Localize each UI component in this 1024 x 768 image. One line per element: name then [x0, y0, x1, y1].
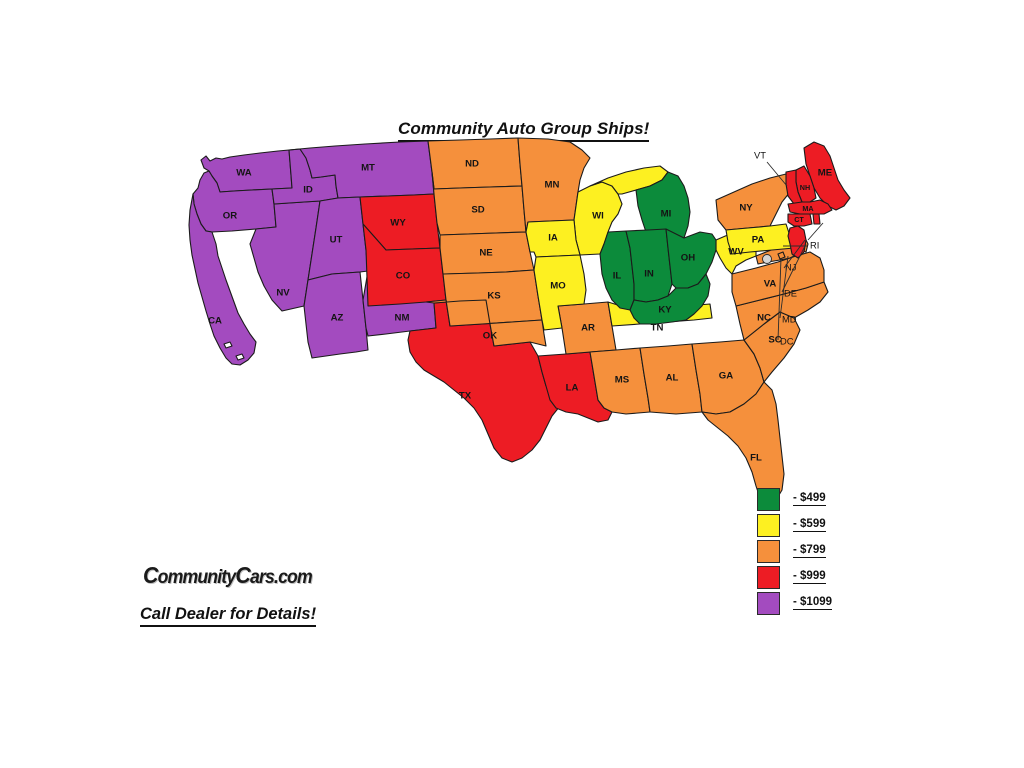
state-label-WV: WV — [728, 247, 744, 258]
legend-label-499: - $499 — [793, 492, 826, 506]
state-OK[interactable] — [425, 299, 547, 347]
callout-label-DC: DC — [780, 335, 794, 346]
state-label-CO: CO — [396, 271, 411, 282]
state-label-AZ: AZ — [331, 313, 344, 324]
leader-RI — [807, 222, 824, 241]
state-DC[interactable] — [777, 251, 786, 260]
state-MS[interactable] — [589, 347, 651, 415]
state-label-ME: ME — [818, 168, 833, 179]
state-label-LA: LA — [566, 383, 579, 394]
state-label-ID: ID — [303, 185, 313, 196]
price-legend: - $499 - $599 - $799 - $999 - $1099 — [757, 486, 877, 616]
legend-label-799: - $799 — [793, 544, 826, 558]
state-label-WA: WA — [236, 168, 252, 179]
logo-text-2: ars.com — [249, 567, 313, 588]
callout-label-RI: RI — [810, 239, 819, 250]
state-label-KY: KY — [658, 305, 672, 316]
state-label-GA: GA — [719, 371, 733, 382]
legend-row-799[interactable]: - $799 — [757, 538, 877, 564]
state-label-OH: OH — [681, 253, 695, 264]
legend-label-1099: - $1099 — [793, 596, 833, 610]
legend-swatch-799 — [757, 539, 780, 563]
state-label-MN: MN — [545, 180, 560, 191]
state-label-FL: FL — [750, 453, 762, 464]
logo-cap-2: C — [235, 562, 250, 588]
state-label-OR: OR — [223, 211, 237, 222]
leader-DC — [777, 257, 782, 341]
callout-label-MD: MD — [782, 313, 797, 324]
state-label-NV: NV — [276, 288, 290, 299]
legend-row-499[interactable]: - $499 — [757, 486, 877, 512]
legend-swatch-599 — [757, 513, 780, 537]
state-FL[interactable] — [701, 381, 785, 505]
state-label-NY: NY — [739, 203, 753, 214]
state-label-KS: KS — [487, 291, 501, 302]
state-label-IL: IL — [613, 271, 622, 282]
call-dealer-text: Call Dealer for Details! — [140, 605, 317, 627]
logo-cap-1: C — [143, 562, 158, 588]
state-label-IA: IA — [548, 233, 558, 244]
state-label-OK: OK — [483, 331, 497, 342]
us-shipping-map[interactable]: WA OR CA NV ID MT UT AZ NM WY CO ND SD M… — [160, 128, 851, 548]
state-label-TN: TN — [651, 323, 664, 334]
state-CA[interactable] — [188, 193, 257, 366]
state-label-CA: CA — [208, 316, 222, 327]
state-label-MT: MT — [361, 163, 375, 174]
state-label-TX: TX — [459, 391, 472, 402]
state-label-ND: ND — [465, 159, 479, 170]
callout-label-DE: DE — [784, 287, 797, 298]
leader-VT — [766, 161, 788, 187]
state-MO[interactable] — [533, 254, 587, 331]
legend-swatch-499 — [757, 487, 780, 511]
state-label-NE: NE — [479, 248, 493, 259]
state-label-SC: SC — [768, 335, 781, 346]
state-AZ[interactable] — [303, 271, 369, 359]
legend-row-599[interactable]: - $599 — [757, 512, 877, 538]
state-WI[interactable] — [573, 181, 623, 256]
legend-row-1099[interactable]: - $1099 — [757, 590, 877, 616]
state-label-SD: SD — [471, 205, 484, 216]
state-label-NH: NH — [800, 183, 810, 192]
community-cars-logo[interactable]: CommunityCars.com — [143, 562, 313, 589]
callout-label-VT: VT — [754, 149, 766, 160]
legend-swatch-1099 — [757, 591, 780, 615]
state-label-MS: MS — [615, 375, 630, 386]
state-label-NC: NC — [757, 313, 771, 324]
state-label-WY: WY — [390, 218, 406, 229]
state-KY[interactable] — [629, 273, 711, 325]
state-label-VA: VA — [764, 279, 777, 290]
state-label-MI: MI — [661, 209, 672, 220]
legend-row-999[interactable]: - $999 — [757, 564, 877, 590]
state-RI[interactable] — [812, 213, 821, 225]
state-CT[interactable] — [787, 213, 813, 227]
legend-label-999: - $999 — [793, 570, 826, 584]
state-label-AR: AR — [581, 323, 595, 334]
state-label-CT: CT — [794, 215, 804, 224]
legend-swatch-999 — [757, 565, 780, 589]
callout-label-NJ: NJ — [785, 261, 796, 272]
us-map-svg[interactable]: WA OR CA NV ID MT UT AZ NM WY CO ND SD M… — [160, 128, 851, 548]
leader-DE — [781, 243, 807, 293]
state-NY[interactable] — [715, 173, 795, 231]
chesapeake-dot — [762, 254, 772, 264]
logo-text-1: ommunity — [157, 567, 237, 588]
leader-MD — [779, 255, 789, 319]
state-label-NM: NM — [395, 313, 410, 324]
state-label-MA: MA — [802, 204, 813, 213]
channel-islands — [223, 341, 245, 361]
state-label-MO: MO — [550, 281, 566, 292]
state-label-IN: IN — [644, 269, 654, 280]
state-label-UT: UT — [330, 235, 343, 246]
state-label-PA: PA — [752, 235, 765, 246]
state-label-WI: WI — [592, 211, 604, 222]
state-label-AL: AL — [666, 373, 679, 384]
legend-label-599: - $599 — [793, 518, 826, 532]
state-MA[interactable] — [787, 199, 833, 215]
